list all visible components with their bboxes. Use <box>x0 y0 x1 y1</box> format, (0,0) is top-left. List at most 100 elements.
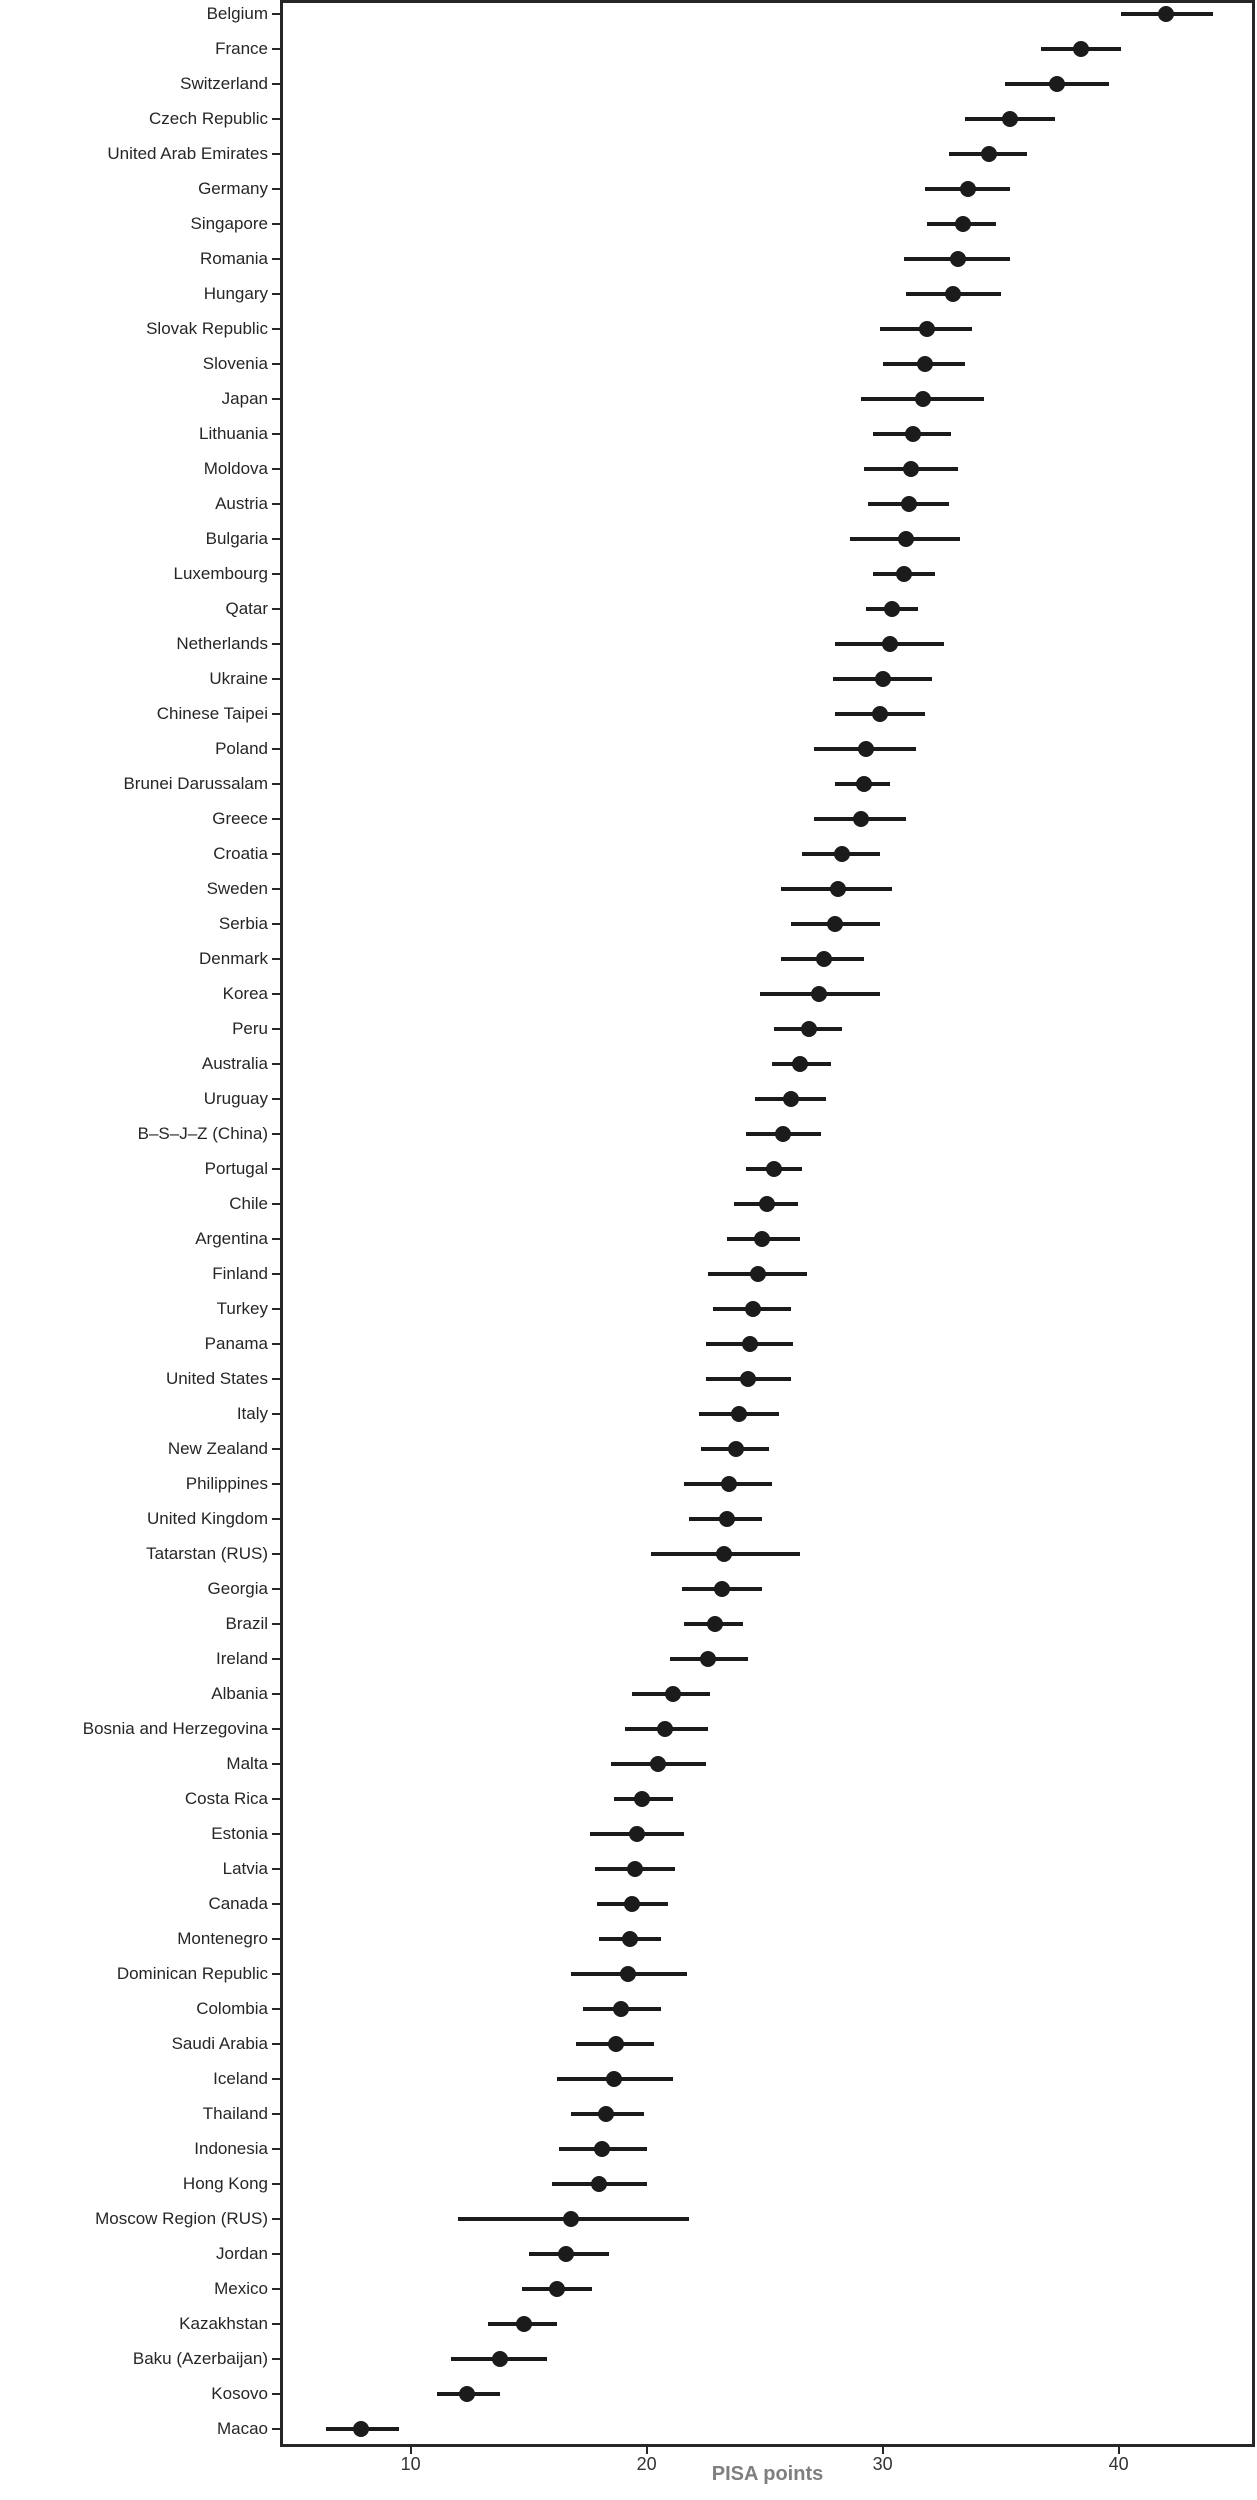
y-axis-tick <box>272 293 280 295</box>
y-axis-tick <box>272 2043 280 2045</box>
y-axis-tick <box>272 1658 280 1660</box>
country-label: Slovenia <box>202 354 268 373</box>
x-axis-tick <box>409 2447 412 2454</box>
country-label: Serbia <box>218 914 268 933</box>
y-axis-tick <box>272 223 280 225</box>
data-point <box>815 951 832 967</box>
country-label: Slovak Republic <box>146 319 268 338</box>
data-point <box>728 1441 745 1457</box>
data-point <box>801 1021 818 1037</box>
y-axis-tick <box>272 958 280 960</box>
country-label: Indonesia <box>194 2139 268 2158</box>
country-label: Luxembourg <box>173 564 268 583</box>
country-label: Colombia <box>196 1999 268 2018</box>
y-axis-tick <box>272 1238 280 1240</box>
y-axis-tick <box>272 2148 280 2150</box>
y-axis-tick <box>272 1798 280 1800</box>
country-label: Croatia <box>213 844 268 863</box>
data-point <box>898 531 915 547</box>
x-tick-label: 30 <box>872 2454 893 2474</box>
country-label: Ukraine <box>209 669 268 688</box>
y-axis-tick <box>272 1413 280 1415</box>
data-point <box>605 2071 622 2087</box>
country-label: Mexico <box>214 2279 268 2298</box>
data-point <box>650 1756 667 1772</box>
country-label: Switzerland <box>180 74 268 93</box>
data-point <box>874 671 891 687</box>
y-axis-tick <box>272 1833 280 1835</box>
country-label: France <box>215 39 268 58</box>
country-label: Estonia <box>211 1824 268 1843</box>
y-axis-tick <box>272 2113 280 2115</box>
y-axis-tick <box>272 1378 280 1380</box>
y-axis-tick <box>272 678 280 680</box>
y-axis-tick <box>272 1448 280 1450</box>
x-axis-tick <box>881 2447 884 2454</box>
country-label: New Zealand <box>167 1439 268 1458</box>
y-axis-tick <box>272 2358 280 2360</box>
country-label: Bosnia and Herzegovina <box>82 1719 268 1738</box>
data-point <box>626 1861 643 1877</box>
data-point <box>827 916 844 932</box>
country-label: Iceland <box>213 2069 268 2088</box>
country-label: B–S–J–Z (China) <box>137 1124 268 1143</box>
y-axis-tick <box>272 1063 280 1065</box>
y-axis-tick <box>272 13 280 15</box>
country-label: Poland <box>215 739 268 758</box>
data-point <box>782 1091 799 1107</box>
country-label: Denmark <box>199 949 268 968</box>
data-point <box>917 356 934 372</box>
country-label: United Kingdom <box>147 1509 268 1528</box>
y-axis-tick <box>272 2078 280 2080</box>
country-label: Georgia <box>207 1579 268 1598</box>
data-point <box>919 321 936 337</box>
data-point <box>902 461 919 477</box>
data-point <box>1072 41 1089 57</box>
country-label: Tatarstan (RUS) <box>146 1544 268 1563</box>
data-point <box>834 846 851 862</box>
data-point <box>707 1616 724 1632</box>
y-axis-tick <box>272 433 280 435</box>
y-axis-tick <box>272 853 280 855</box>
y-axis-tick <box>272 643 280 645</box>
data-point <box>492 2351 509 2367</box>
y-axis-tick <box>272 328 280 330</box>
data-point <box>622 1931 639 1947</box>
data-point <box>792 1056 808 1072</box>
y-axis-tick <box>272 713 280 715</box>
country-label: Moldova <box>203 459 268 478</box>
y-axis-tick <box>272 1028 280 1030</box>
data-point <box>744 1301 761 1317</box>
y-axis-tick <box>272 2288 280 2290</box>
data-point <box>730 1406 747 1422</box>
country-label: Hungary <box>203 284 268 303</box>
y-axis-tick <box>272 1763 280 1765</box>
data-point <box>954 216 971 232</box>
country-label: Costa Rica <box>184 1789 268 1808</box>
y-axis-tick <box>272 1938 280 1940</box>
data-point <box>459 2386 476 2402</box>
country-label: Chile <box>229 1194 268 1213</box>
data-point <box>657 1721 674 1737</box>
country-label: Malta <box>226 1754 268 1773</box>
y-axis-tick <box>272 818 280 820</box>
y-axis-tick <box>272 993 280 995</box>
x-tick-label: 10 <box>400 2454 421 2474</box>
country-label: Finland <box>212 1264 268 1283</box>
data-point <box>558 2246 575 2262</box>
y-axis-tick <box>272 608 280 610</box>
country-label: Saudi Arabia <box>171 2034 268 2053</box>
y-axis-tick <box>272 573 280 575</box>
country-label: Canada <box>208 1894 268 1913</box>
data-point <box>758 1196 775 1212</box>
data-point <box>766 1161 783 1177</box>
y-axis-tick <box>272 1868 280 1870</box>
y-axis-tick <box>272 188 280 190</box>
data-point <box>1049 76 1066 92</box>
y-axis-tick <box>272 1098 280 1100</box>
data-point <box>716 1546 733 1562</box>
y-axis-tick <box>272 1693 280 1695</box>
y-axis-tick <box>272 118 280 120</box>
country-label: Germany <box>198 179 268 198</box>
